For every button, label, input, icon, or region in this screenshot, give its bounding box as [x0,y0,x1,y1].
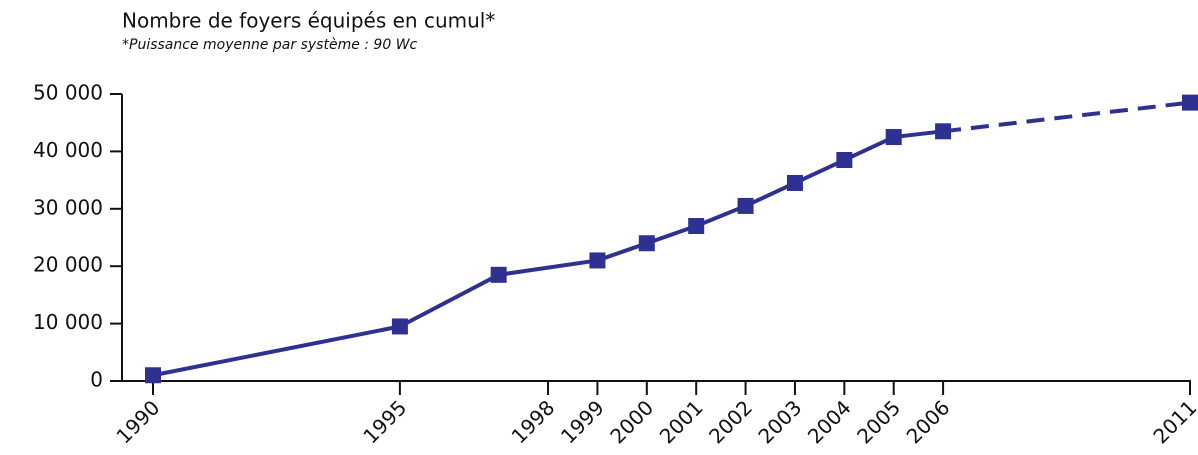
x-tick-label: 2003 [753,395,806,448]
data-point [1182,94,1198,111]
x-tick-label: 1990 [111,395,164,448]
chart-subtitle: *Puissance moyenne par système : 90 Wc [122,37,418,53]
data-point [786,174,803,191]
x-tick-label: 2000 [605,395,658,448]
data-point [145,367,161,384]
data-point [638,235,655,252]
x-tick-label: 2001 [655,395,708,448]
y-tick-label: 30 000 [33,195,103,219]
data-point [885,129,902,146]
data-point [391,318,408,335]
x-tick-label: 1999 [556,395,609,448]
data-point [589,252,606,269]
y-tick-label: 40 000 [33,138,103,162]
series-line [152,129,944,378]
series-line-dashed [942,100,1191,134]
x-tick-label: 2005 [852,395,905,448]
x-tick-label: 2006 [902,395,955,448]
x-tick-label: 2004 [803,395,856,448]
y-tick-label: 10 000 [33,310,103,334]
x-tick-label: 1995 [358,395,411,448]
x-tick-label: 1998 [507,395,560,448]
y-tick-label: 20 000 [33,253,103,277]
y-tick-label: 50 000 [33,81,103,105]
y-tick-label: 0 [90,368,103,392]
data-point [737,197,754,214]
data-point [935,123,952,140]
data-point [688,218,705,235]
chart-title: Nombre de foyers équipés en cumul* [122,9,495,33]
x-tick-label: 2011 [1148,395,1198,448]
data-point [490,266,507,283]
x-tick-label: 2002 [704,395,757,448]
data-point [836,152,853,169]
